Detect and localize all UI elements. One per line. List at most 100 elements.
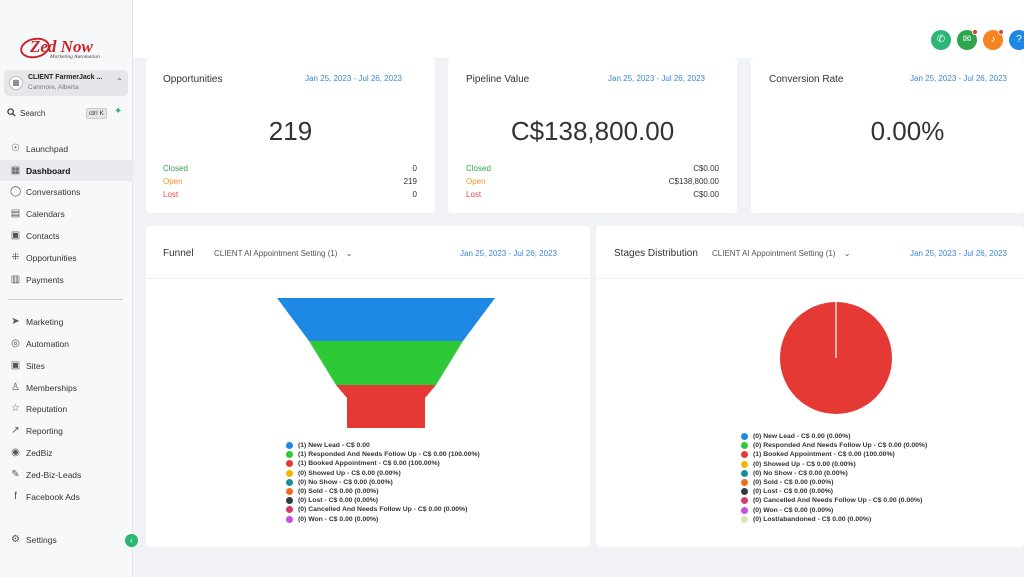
opportunities-card: Opportunities Jan 25, 2023 - Jul 26, 202… — [146, 58, 435, 213]
legend-item[interactable]: (0) Sold - C$ 0.00 (0.00%) — [286, 487, 480, 496]
sidebar-item-conversations[interactable]: ◯ Conversations — [0, 181, 133, 202]
sidebar-item-label: Opportunities — [26, 253, 77, 263]
search-button[interactable]: Search ctrl K ✦ — [4, 104, 128, 124]
date-range-link[interactable]: Jan 25, 2023 - Jul 26, 2023 — [910, 249, 1007, 258]
sidebar-item-settings[interactable]: ⚙ Settings — [0, 529, 133, 550]
legend-item[interactable]: (1) Booked Appointment - C$ 0.00 (100.00… — [741, 450, 927, 459]
sidebar-item-memberships[interactable]: ♙ Memberships — [0, 377, 133, 398]
card-divider — [596, 278, 1024, 279]
legend-label: (0) Won - C$ 0.00 (0.00%) — [298, 515, 379, 523]
sidebar-item-reputation[interactable]: ☆ Reputation — [0, 398, 133, 419]
legend-item[interactable]: (0) Lost/abandoned - C$ 0.00 (0.00%) — [741, 515, 927, 524]
stat-label-lost: Lost — [466, 190, 482, 199]
sidebar-item-payments[interactable]: ▥ Payments — [0, 269, 133, 290]
notification-badge — [972, 29, 978, 35]
brand-logo[interactable]: Zed Now Marketing Automation — [18, 35, 115, 63]
sidebar-item-calendars[interactable]: ▤ Calendars — [0, 203, 133, 224]
legend-label: (0) Won - C$ 0.00 (0.00%) — [753, 506, 834, 514]
sidebar-item-reporting[interactable]: ↗ Reporting — [0, 420, 133, 441]
collapse-sidebar-button[interactable]: ‹ — [125, 534, 138, 547]
legend-swatch — [741, 433, 748, 440]
legend-item[interactable]: (0) Responded And Needs Follow Up - C$ 0… — [741, 441, 927, 450]
search-shortcut: ctrl K — [86, 108, 107, 119]
legend-swatch — [286, 515, 293, 523]
pipeline-select[interactable]: CLIENT AI Appointment Setting (1) ⌄ — [214, 249, 352, 258]
sparkle-icon[interactable]: ✦ — [114, 106, 123, 117]
legend-item[interactable]: (0) Sold - C$ 0.00 (0.00%) — [741, 478, 927, 487]
stages-distribution-card: Stages Distribution CLIENT AI Appointmen… — [596, 226, 1024, 547]
legend-swatch — [286, 460, 293, 468]
legend-item[interactable]: (1) New Lead - C$ 0.00 — [286, 441, 480, 450]
legend-item[interactable]: (0) Showed Up - C$ 0.00 (0.00%) — [286, 469, 480, 478]
sidebar-item-opportunities[interactable]: ⁜ Opportunities — [0, 247, 133, 268]
legend-swatch — [286, 451, 293, 459]
notifications-button[interactable]: ♪ — [983, 29, 1004, 50]
funnel-segment-new-lead[interactable] — [277, 298, 495, 341]
date-range-link[interactable]: Jan 25, 2023 - Jul 26, 2023 — [305, 74, 402, 83]
legend-label: (0) Cancelled And Needs Follow Up - C$ 0… — [298, 506, 468, 514]
funnel-segment-booked[interactable] — [336, 385, 436, 428]
legend-item[interactable]: (0) Won - C$ 0.00 (0.00%) — [286, 515, 480, 524]
gear-icon: ⚙ — [11, 534, 20, 545]
stat-label-closed: Closed — [163, 164, 188, 173]
sidebar-item-label: ZedBiz — [26, 448, 53, 458]
sidebar-item-automation[interactable]: ◎ Automation — [0, 333, 133, 354]
stat-label-lost: Lost — [163, 190, 179, 199]
sidebar-item-label: Reputation — [26, 404, 68, 414]
phone-button[interactable]: ✆ — [931, 30, 951, 50]
account-switcher[interactable]: ▦ CLIENT FarmerJack ... Canmore, Alberta… — [4, 70, 128, 96]
help-button[interactable]: ? — [1009, 30, 1024, 50]
contacts-icon: ▣ — [10, 230, 21, 241]
sidebar-item-dashboard[interactable]: ▦ Dashboard — [0, 160, 133, 181]
sidebar-item-label: Sites — [26, 361, 45, 371]
account-location: Canmore, Alberta — [28, 84, 79, 91]
stat-value-closed: C$0.00 — [693, 164, 719, 173]
bell-icon: ♪ — [990, 34, 996, 45]
calendar-icon: ▤ — [10, 208, 21, 219]
date-range-link[interactable]: Jan 25, 2023 - Jul 26, 2023 — [608, 74, 705, 83]
legend-item[interactable]: (1) Responded And Needs Follow Up - C$ 0… — [286, 450, 480, 459]
date-range-link[interactable]: Jan 25, 2023 - Jul 26, 2023 — [910, 74, 1007, 83]
card-title: Conversion Rate — [769, 74, 844, 85]
sidebar-item-zedbiz[interactable]: ◉ ZedBiz — [0, 442, 133, 463]
announcements-button[interactable]: ✉ — [957, 29, 978, 50]
reporting-icon: ↗ — [11, 425, 20, 436]
legend-label: (1) Responded And Needs Follow Up - C$ 0… — [298, 451, 480, 459]
megaphone-icon: ✉ — [962, 34, 972, 45]
dashboard-icon: ▦ — [10, 165, 21, 176]
legend-item[interactable]: (0) Lost - C$ 0.00 (0.00%) — [286, 496, 480, 505]
sidebar-item-launchpad[interactable]: ☉ Launchpad — [0, 138, 133, 159]
help-icon: ? — [1016, 34, 1022, 45]
sidebar-item-zed-biz-leads[interactable]: ✎ Zed-Biz-Leads — [0, 464, 133, 485]
search-icon — [7, 108, 16, 117]
card-title: Pipeline Value — [466, 74, 530, 85]
sidebar-item-facebook-ads[interactable]: f Facebook Ads — [0, 486, 133, 507]
legend-item[interactable]: (0) No Show - C$ 0.00 (0.00%) — [286, 478, 480, 487]
legend-item[interactable]: (1) Booked Appointment - C$ 0.00 (100.00… — [286, 459, 480, 468]
sidebar-item-contacts[interactable]: ▣ Contacts — [0, 225, 133, 246]
stages-legend: (0) New Lead - C$ 0.00 (0.00%) (0) Respon… — [741, 432, 927, 524]
legend-item[interactable]: (0) Cancelled And Needs Follow Up - C$ 0… — [741, 496, 927, 505]
date-range-link[interactable]: Jan 25, 2023 - Jul 26, 2023 — [460, 249, 557, 258]
legend-item[interactable]: (0) Lost - C$ 0.00 (0.00%) — [741, 487, 927, 496]
star-icon: ☆ — [11, 403, 20, 414]
legend-item[interactable]: (0) No Show - C$ 0.00 (0.00%) — [741, 469, 927, 478]
sidebar-item-label: Settings — [26, 535, 57, 545]
legend-swatch — [286, 469, 293, 477]
legend-item[interactable]: (0) Showed Up - C$ 0.00 (0.00%) — [741, 460, 927, 469]
notification-badge — [998, 29, 1004, 35]
legend-item[interactable]: (0) New Lead - C$ 0.00 (0.00%) — [741, 432, 927, 441]
legend-label: (0) New Lead - C$ 0.00 (0.00%) — [753, 433, 851, 440]
funnel-segment-responded[interactable] — [309, 341, 463, 385]
building-icon: ▦ — [9, 76, 23, 90]
pipeline-select[interactable]: CLIENT AI Appointment Setting (1) ⌄ — [712, 249, 850, 258]
brand-name: Zed Now — [30, 37, 93, 56]
sidebar-item-sites[interactable]: ▣ Sites — [0, 355, 133, 376]
sidebar-item-marketing[interactable]: ➤ Marketing — [0, 311, 133, 332]
legend-item[interactable]: (0) Cancelled And Needs Follow Up - C$ 0… — [286, 505, 480, 514]
card-divider — [146, 278, 590, 279]
wrench-icon: ✎ — [11, 469, 20, 480]
stat-label-closed: Closed — [466, 164, 491, 173]
phone-icon: ✆ — [936, 34, 946, 45]
legend-item[interactable]: (0) Won - C$ 0.00 (0.00%) — [741, 506, 927, 515]
